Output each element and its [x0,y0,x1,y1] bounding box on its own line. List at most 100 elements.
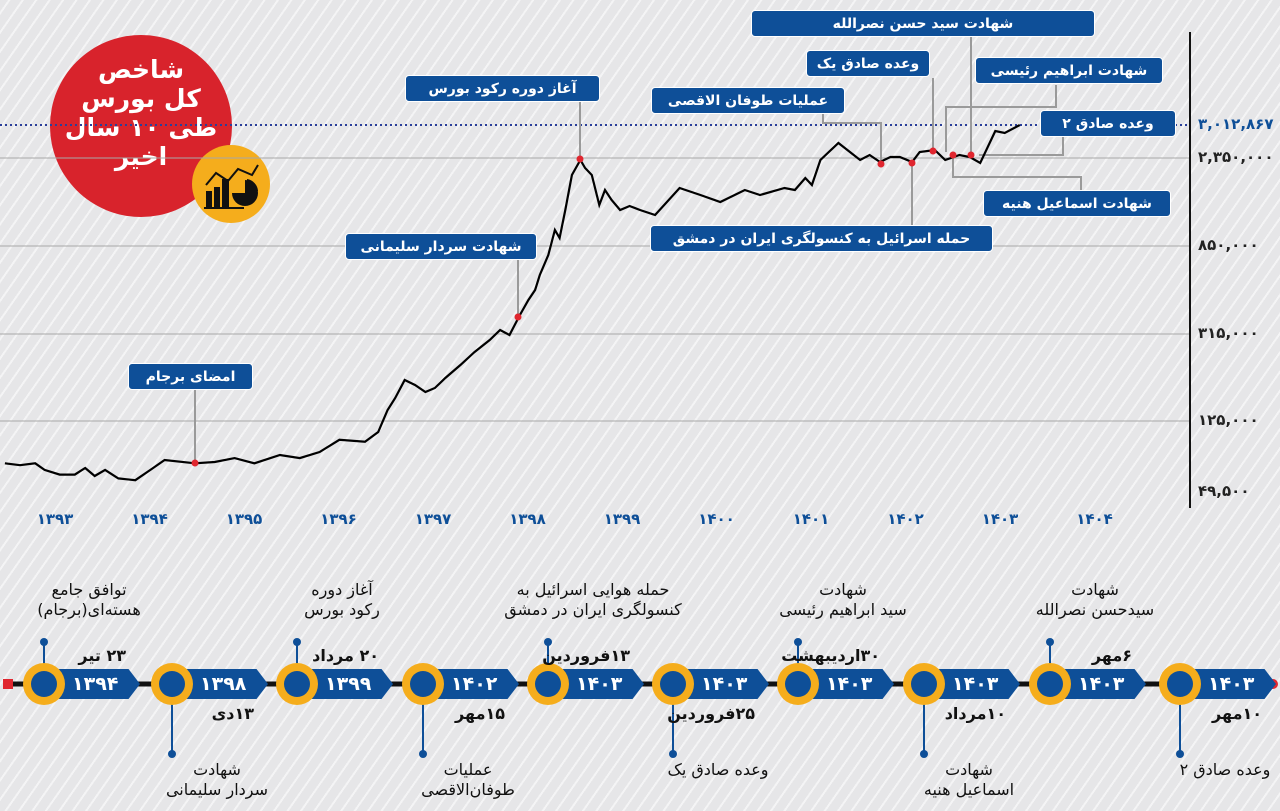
timeline-node-core [660,671,686,697]
x-tick-label: ۱۳۹۷ [414,510,452,528]
x-tick-label: ۱۴۰۰ [698,510,735,528]
event-label-nasrallah: شهادت سید حسن نصرالله [751,10,1095,37]
timeline-stem-dot [419,750,427,758]
timeline-year-tag: ۱۴۰۳ [938,669,1020,699]
event-label-barjam: امضای برجام [128,363,253,390]
event-marker [929,147,937,155]
timeline-stem-dot [168,750,176,758]
timeline-stem-dot [1046,638,1054,646]
timeline-event-text: شهادت اسماعیل هنیه [924,760,1014,800]
timeline-event-text: شهادت سید ابراهیم رئیسی [779,580,907,620]
timeline-node-core [159,671,185,697]
timeline-text-line: شهادت [945,760,993,779]
x-tick-label: ۱۴۰۴ [1076,510,1113,528]
y-tick-label: ۲,۳۵۰,۰۰۰ [1198,148,1274,166]
timeline-date: ۲۵فروردین [667,704,755,723]
timeline-event-text: حمله هوایی اسرائیل به کنسولگری ایران در د… [504,580,681,620]
title-line: کل بورس [81,84,201,113]
timeline-text-line: وعده صادق ۲ [1179,760,1271,779]
title-line: شاخص [97,55,185,84]
timeline-node [903,663,945,705]
event-marker [967,151,975,159]
timeline-node [652,663,694,705]
x-tick-label: ۱۳۹۹ [603,510,641,528]
timeline-text-line: توافق جامع [51,580,127,599]
timeline-event-text: شهادت سردار سلیمانی [166,760,268,800]
event-marker [576,155,584,163]
timeline-text-line: شهادت [1071,580,1119,599]
event-marker [191,459,199,467]
x-tick-label: ۱۳۹۳ [36,510,74,528]
timeline-year-tag: ۱۴۰۲ [437,669,519,699]
timeline-event-text: توافق جامع هسته‌ای(برجام) [37,580,141,620]
timeline-text-line: عملیات [443,760,493,779]
timeline-date: ۱۳فروردین [542,646,630,665]
timeline-date: ۲۳ تیر [78,646,126,665]
timeline-text-line: سید ابراهیم رئیسی [779,600,907,619]
timeline-stem-dot [40,638,48,646]
timeline-date: ۱۰مرداد [944,704,1006,723]
timeline-date: ۱۵مهر [455,704,505,723]
timeline-node [402,663,444,705]
timeline-text-line: شهادت [193,760,241,779]
timeline-text-line: کنسولگری ایران در دمشق [504,600,682,619]
timeline-event-text: وعده صادق یک [668,760,769,780]
timeline-node [276,663,318,705]
timeline-text-line: آغاز دوره [311,580,373,599]
event-label-soleimani: شهادت سردار سلیمانی [345,233,537,260]
events-timeline: ۱۳۹۴ ۲۳ تیر توافق جامع هسته‌ای(برجام) ۱۳۹۸ ۱۳… [0,560,1280,811]
event-marker [949,151,957,159]
x-tick-label: ۱۴۰۲ [887,510,924,528]
x-tick-label: ۱۴۰۳ [981,510,1019,528]
y-tick-label: ۳,۰۱۲,۸۶۷ [1198,115,1274,133]
timeline-node [1159,663,1201,705]
timeline-stem-dot [920,750,928,758]
timeline-date: ۳۰اردیبهشت [781,646,880,665]
event-label-damascus-consulate: حمله اسرائیل به کنسولگری ایران در دمشق [650,225,993,252]
timeline-node-core [31,671,57,697]
y-tick-label: ۳۱۵,۰۰۰ [1198,324,1259,342]
title-line: طی ۱۰ سال [64,113,218,142]
event-label-true-promise-2: وعده صادق ۲ [1040,110,1176,137]
event-label-al-aqsa-flood: عملیات طوفان الاقصی [651,87,845,114]
timeline-stem-dot [544,638,552,646]
timeline-date: ۲۰ مرداد [312,646,379,665]
timeline-text-line: شهادت [819,580,867,599]
timeline-node-core [535,671,561,697]
timeline-text-line: اسماعیل هنیه [923,780,1015,799]
timeline-date: ۶مهر [1091,646,1132,665]
timeline-node-core [785,671,811,697]
timeline-stem-dot [293,638,301,646]
timeline-stem-dot [1176,750,1184,758]
timeline-start-marker [3,679,13,689]
timeline-node [777,663,819,705]
timeline-node-core [911,671,937,697]
timeline-year-tag: ۱۴۰۳ [1194,669,1276,699]
timeline-text-line: هسته‌ای(برجام) [37,600,141,619]
stock-index-line-chart [0,32,1191,508]
title-line: اخیر [114,142,168,171]
event-label-recession-start: آغاز دوره رکود بورس [405,75,600,102]
timeline-event-text: آغاز دوره رکود بورس [304,580,380,620]
timeline-node-core [1167,671,1193,697]
event-marker [908,159,916,167]
timeline-event-text: وعده صادق ۲ [1180,760,1271,780]
timeline-year-tag: ۱۳۹۹ [311,669,393,699]
timeline-node-core [410,671,436,697]
timeline-node-core [1037,671,1063,697]
timeline-event-text: عملیات طوفان‌الاقصی [421,760,515,800]
x-tick-label: ۱۴۰۱ [792,510,830,528]
timeline-text-line: وعده صادق یک [667,760,769,779]
timeline-year-tag: ۱۳۹۸ [186,669,268,699]
timeline-year-tag: ۱۳۹۴ [58,669,140,699]
timeline-node [23,663,65,705]
timeline-event-text: شهادت سیدحسن نصرالله [1036,580,1154,620]
y-tick-label: ۱۲۵,۰۰۰ [1198,411,1259,429]
timeline-node [151,663,193,705]
timeline-stem-dot [669,750,677,758]
x-tick-label: ۱۳۹۶ [320,510,357,528]
timeline-year-tag: ۱۴۰۳ [562,669,644,699]
timeline-date: ۱۳دی [211,704,254,723]
timeline-node-core [284,671,310,697]
timeline-stem-dot [794,638,802,646]
